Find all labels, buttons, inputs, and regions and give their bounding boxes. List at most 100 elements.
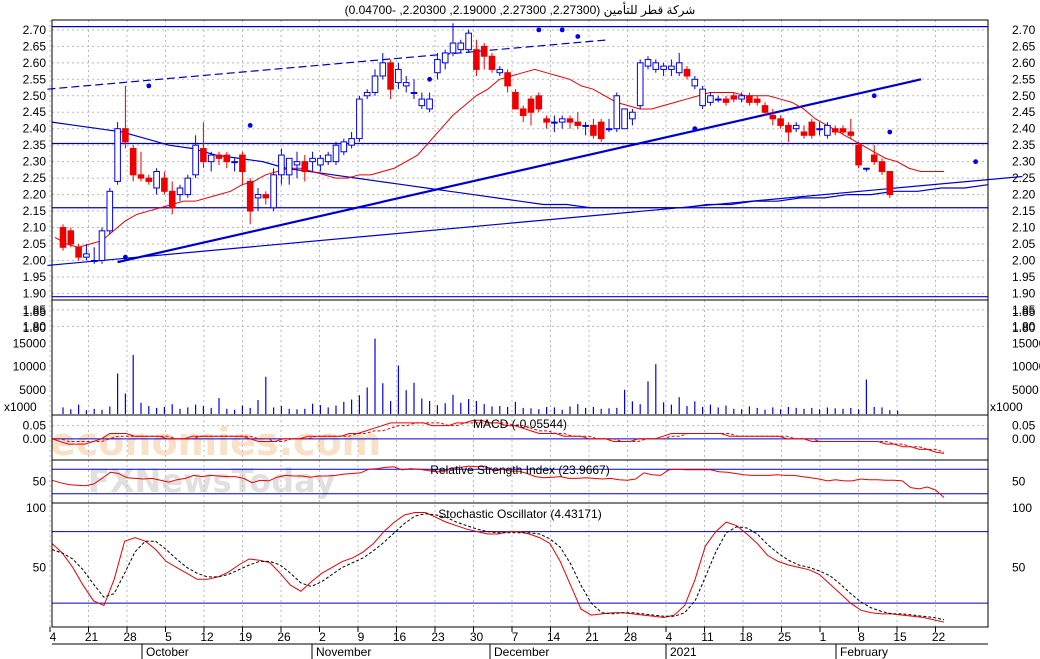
candle-body	[332, 144, 340, 163]
candle-body	[621, 108, 628, 130]
candle-body	[870, 154, 878, 163]
candle-body	[106, 190, 114, 232]
candle-body	[504, 72, 511, 87]
candle-body	[761, 105, 769, 113]
candle-body	[831, 128, 839, 133]
candle-body	[738, 95, 745, 100]
candle-body	[675, 62, 683, 74]
price-tick-right: 2.15	[1012, 204, 1036, 218]
candle-body	[730, 95, 738, 100]
price-tick-right: 1.90	[1012, 286, 1036, 300]
candle-body	[824, 124, 831, 136]
candle-body	[847, 131, 855, 136]
price-tick-right: 2.70	[1012, 23, 1036, 37]
candle-body	[324, 154, 332, 163]
candle-body	[714, 98, 722, 101]
price-tick-right: 2.30	[1012, 155, 1036, 169]
price-tick-left: 2.40	[23, 122, 47, 136]
volume-tick-right: 10000	[1012, 360, 1040, 374]
candle-body	[200, 147, 207, 163]
axes: 1.80 1.80 1.85 1.85 1.90 1.90 1.95 1.95 2.00 2.00…	[13, 23, 1040, 659]
candle-body	[98, 230, 106, 261]
candle-body	[808, 121, 816, 136]
candle-body	[668, 65, 675, 70]
candle-body	[582, 124, 589, 127]
candle-body	[348, 138, 355, 146]
x-tick-label: 25	[778, 630, 792, 644]
candle-body	[246, 180, 254, 212]
candle-body	[207, 154, 215, 163]
candle-body	[231, 161, 238, 164]
month-label: February	[840, 645, 888, 659]
candle-body	[785, 124, 792, 133]
watermark-line1: economies.com	[50, 420, 381, 464]
macd-tick-right: 0.00	[1012, 432, 1036, 446]
candle-body	[527, 98, 535, 113]
volume-tick-left: 15000	[13, 336, 47, 350]
x-tick-label: 1	[820, 630, 827, 644]
signal-dot	[123, 254, 128, 260]
candle-body	[356, 98, 363, 140]
price-tick-left: 2.15	[23, 204, 47, 218]
candle-body	[83, 253, 90, 258]
x-tick-label: 8	[858, 630, 865, 644]
candle-body	[340, 141, 348, 153]
x-tick-label: 5	[165, 630, 172, 644]
x-tick-label: 30	[470, 630, 484, 644]
price-tick-left: 1.85	[23, 303, 47, 317]
candle-body	[886, 171, 894, 196]
rsi-label: Relative Strength Index (23.9667)	[430, 463, 609, 477]
price-tick-right: 2.40	[1012, 122, 1036, 136]
x-tick-label: 22	[932, 630, 946, 644]
candle-body	[441, 52, 449, 64]
price-tick-left: 2.35	[23, 138, 47, 152]
month-label: 2021	[670, 645, 697, 659]
trendline	[47, 39, 610, 90]
stochastic-k-line	[51, 512, 945, 623]
candle-body	[519, 108, 527, 117]
price-tick-left: 2.45	[23, 105, 47, 119]
x-tick-label: 14	[547, 630, 561, 644]
price-tick-left: 2.30	[23, 155, 47, 169]
x-tick-label: 26	[277, 630, 291, 644]
price-tick-left: 1.80	[23, 319, 47, 333]
candle-body	[239, 154, 246, 173]
trendline	[47, 175, 1023, 267]
watermark-line2: FXNewsToday	[88, 462, 336, 500]
candle-body	[839, 128, 847, 133]
candle-body	[629, 111, 636, 120]
candle-body	[363, 91, 371, 97]
candle-body	[753, 98, 761, 103]
panel-frames	[51, 19, 989, 645]
price-tick-left: 2.60	[23, 56, 47, 70]
signal-dot	[536, 27, 542, 33]
candle-body	[371, 75, 379, 93]
candle-body	[161, 177, 168, 192]
volume-tick-left: 10000	[13, 360, 47, 374]
signal-dot	[146, 83, 152, 89]
candle-body	[722, 98, 730, 103]
candle-body	[317, 157, 324, 166]
signal-dot	[575, 34, 581, 39]
rsi-tick-right: 50	[1012, 475, 1026, 489]
candle-body	[878, 161, 886, 173]
candle-body	[457, 42, 465, 51]
price-tick-right: 2.55	[1012, 72, 1036, 86]
chart-title: شركة قطر للتأمين (2.27300, 2.27300, 2.19…	[345, 1, 696, 17]
price-tick-left: 1.85	[23, 305, 47, 319]
macd-tick-left: 0.05	[23, 419, 47, 433]
candle-body	[67, 230, 75, 245]
candle-body	[566, 118, 574, 123]
price-tick-right: 2.10	[1012, 221, 1036, 235]
candle-body	[644, 59, 652, 67]
month-label: November	[316, 645, 371, 659]
stochastic-tick-right: 100	[1012, 501, 1032, 515]
candle-body	[574, 121, 582, 126]
panel-frame	[51, 299, 989, 416]
candle-body	[129, 147, 137, 176]
candle-body	[652, 62, 660, 70]
candle-body	[309, 157, 316, 163]
stochastic-tick-left: 50	[33, 560, 47, 574]
price-tick-right: 1.95	[1012, 270, 1036, 284]
price-tick-left: 1.90	[23, 286, 47, 300]
